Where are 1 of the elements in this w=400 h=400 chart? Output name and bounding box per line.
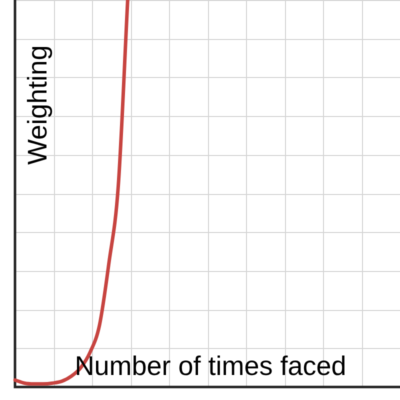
y-axis-title: Weighting xyxy=(22,45,52,165)
